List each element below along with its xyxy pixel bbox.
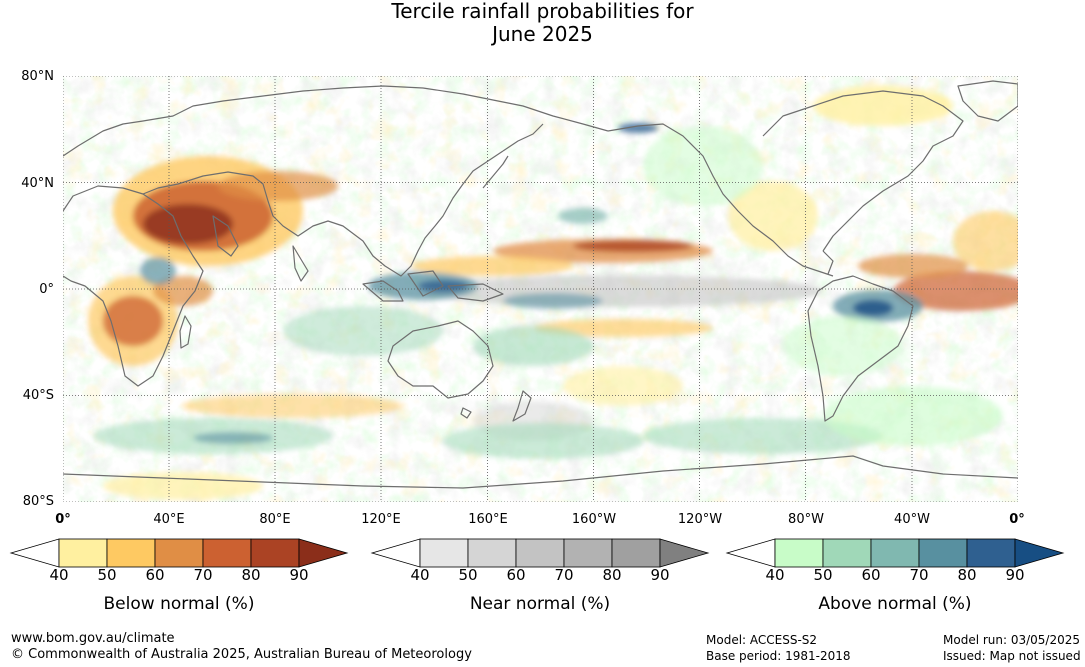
legend-near-tick: 40 [410, 566, 430, 584]
legend-below-tick: 90 [289, 566, 309, 584]
legend-below-swatch-60-70 [154, 538, 204, 568]
legend-near-swatch-70-80 [563, 538, 613, 568]
legend-above-tick: 60 [861, 566, 881, 584]
legend-above-tick: 90 [1005, 566, 1025, 584]
legend-above-tick: 70 [909, 566, 929, 584]
footer-issued: Issued: Map not issued [943, 649, 1081, 663]
legend-near-swatch-under [370, 538, 421, 568]
legend-above-title: Above normal (%) [818, 594, 972, 614]
footer-model-run: Model run: 03/05/2025 [943, 633, 1081, 647]
lon-label-80w: 80°W [788, 512, 824, 527]
legend-above-swatch-50-60 [822, 538, 872, 568]
legend-above-swatch-over [1014, 538, 1065, 568]
legend-above-tick: 40 [765, 566, 785, 584]
legend-above-tick: 80 [957, 566, 977, 584]
lon-label-0-left: 0° [55, 512, 71, 527]
legend-near-title: Near normal (%) [469, 594, 611, 614]
legend-above-colorbar [725, 538, 1065, 568]
legend-near-swatch-80-90 [611, 538, 661, 568]
legend-below-normal [9, 538, 351, 568]
legend-near-tick: 60 [506, 566, 526, 584]
footer-copyright: © Commonwealth of Australia 2025, Austra… [11, 647, 472, 662]
legend-below-swatch-50-60 [106, 538, 156, 568]
legend-above-normal [725, 538, 1067, 568]
legend-below-swatch-70-80 [202, 538, 252, 568]
legend-near-swatch-40-50 [419, 538, 469, 568]
lon-label-40e: 40°E [153, 512, 185, 527]
map-title-line2: June 2025 [492, 22, 593, 46]
legend-below-swatch-over [298, 538, 349, 568]
lat-label-equator: 0° [39, 282, 54, 297]
graticule [63, 76, 1018, 502]
lon-label-40w: 40°W [894, 512, 930, 527]
legend-below-tick: 50 [97, 566, 117, 584]
legend-near-normal [370, 538, 712, 568]
lat-label-40s: 40°S [22, 388, 54, 403]
legend-near-tick: 50 [458, 566, 478, 584]
legend-near-tick: 80 [602, 566, 622, 584]
legend-below-swatch-40-50 [58, 538, 108, 568]
legend-below-title: Below normal (%) [103, 594, 255, 614]
footer-model: Model: ACCESS-S2 [706, 633, 818, 647]
footer-website: www.bom.gov.au/climate [11, 631, 175, 646]
legend-above-swatch-under [725, 538, 776, 568]
legend-above-swatch-70-80 [918, 538, 968, 568]
legend-below-swatch-80-90 [250, 538, 300, 568]
legend-near-swatch-50-60 [467, 538, 517, 568]
rainfall-probability-map [63, 76, 1018, 502]
legend-above-swatch-80-90 [966, 538, 1016, 568]
lon-label-160e: 160°E [468, 512, 508, 527]
legend-near-colorbar [370, 538, 710, 568]
lon-label-80e: 80°E [259, 512, 291, 527]
legend-near-swatch-60-70 [515, 538, 565, 568]
lon-label-120e: 120°E [361, 512, 401, 527]
lat-label-80n: 80°N [21, 69, 54, 84]
map-canvas [63, 76, 1018, 502]
footer-base-period: Base period: 1981-2018 [706, 649, 851, 663]
lat-label-40n: 40°N [21, 176, 54, 191]
legend-below-tick: 70 [193, 566, 213, 584]
legend-above-tick: 50 [813, 566, 833, 584]
lon-label-160w: 160°W [571, 512, 617, 527]
lon-label-120w: 120°W [677, 512, 723, 527]
legend-below-tick: 40 [49, 566, 69, 584]
legend-below-colorbar [9, 538, 349, 568]
map-title-line1: Tercile rainfall probabilities for [391, 0, 694, 23]
legend-above-swatch-60-70 [870, 538, 920, 568]
legend-above-swatch-40-50 [774, 538, 824, 568]
legend-near-tick: 90 [650, 566, 670, 584]
legend-near-swatch-over [659, 538, 710, 568]
coastlines [63, 80, 1018, 489]
map-title: Tercile rainfall probabilities for June … [0, 0, 1085, 46]
legend-below-swatch-under [9, 538, 60, 568]
lon-label-0-right: 0° [1009, 512, 1025, 527]
legend-below-tick: 80 [241, 566, 261, 584]
lat-label-80s: 80°S [22, 494, 54, 509]
legend-below-tick: 60 [145, 566, 165, 584]
legend-near-tick: 70 [554, 566, 574, 584]
